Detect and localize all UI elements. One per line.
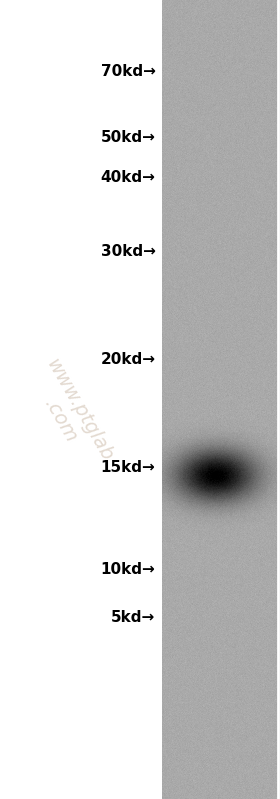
Text: 10kd→: 10kd→ <box>101 562 155 578</box>
Text: 50kd→: 50kd→ <box>101 130 155 145</box>
Text: 70kd→: 70kd→ <box>101 65 155 79</box>
Text: 30kd→: 30kd→ <box>101 244 155 260</box>
Text: 20kd→: 20kd→ <box>101 352 155 368</box>
Text: www.ptglab
.com: www.ptglab .com <box>24 356 116 475</box>
Text: 40kd→: 40kd→ <box>101 170 155 185</box>
Text: 15kd→: 15kd→ <box>101 459 155 475</box>
Text: 5kd→: 5kd→ <box>111 610 155 626</box>
